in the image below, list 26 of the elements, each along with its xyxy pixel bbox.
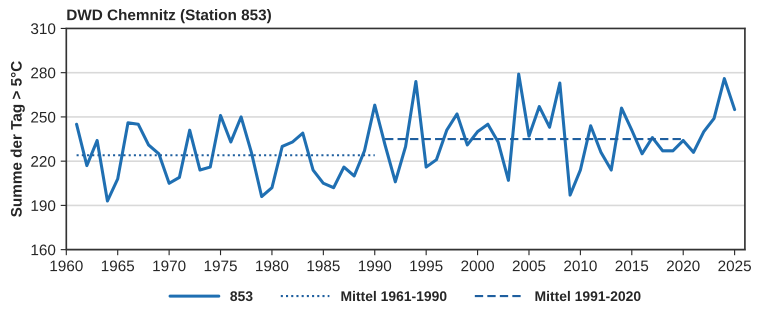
x-tick-label: 1990 [358,260,392,272]
x-tick-label: 1965 [102,260,134,272]
legend-label: Mittel 1961-1990 [341,290,446,302]
x-tick-label: 1985 [308,260,340,272]
x-tick-label: 2005 [512,260,546,272]
y-tick-label: 190 [32,200,56,212]
x-tick-label: 1970 [153,260,186,272]
x-tick-label: 2025 [718,260,751,272]
x-tick-label: 2000 [461,260,494,272]
x-tick-label: 1980 [256,260,288,272]
y-tick-label: 160 [32,244,56,256]
x-tick-label: 2020 [666,260,700,272]
x-tick-label: 2010 [564,260,597,272]
x-tick-label: 1995 [410,260,443,272]
y-tick-label: 280 [31,68,56,78]
y-axis-title: Summe der Tag > 5°C [10,61,25,217]
line-series [75,72,736,203]
x-tick-label: 2015 [616,260,648,272]
chart-title: DWD Chemnitz (Station 853) [67,9,271,24]
y-tick-label: 310 [30,23,56,34]
x-tick-label: 1975 [204,260,237,272]
y-tick-label: 250 [31,112,56,123]
y-tick-label: 220 [31,156,56,167]
x-tick-label: 1960 [50,260,83,272]
legend-label: 853 [230,291,253,302]
legend-label: Mittel 1991-2020 [535,290,641,302]
